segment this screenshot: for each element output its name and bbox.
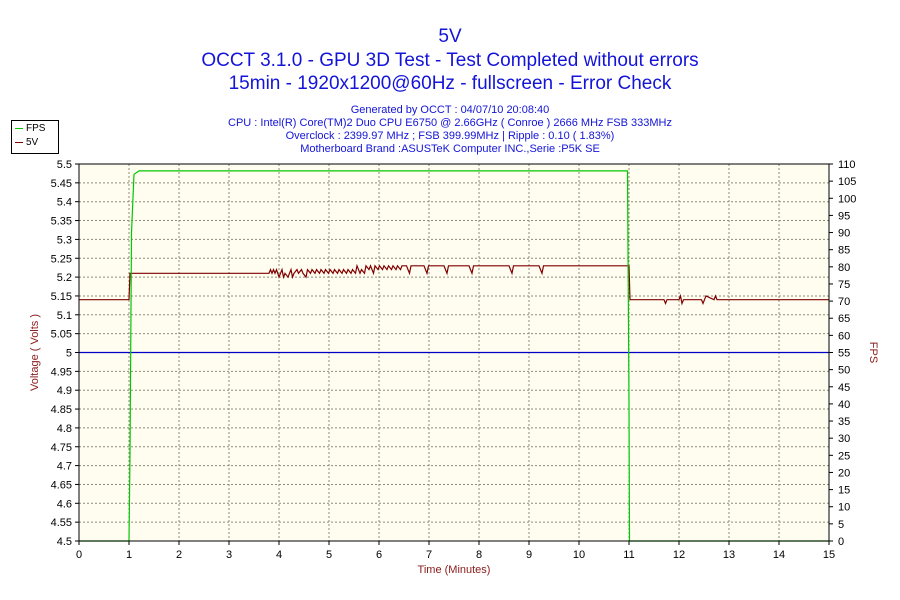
legend-label-5v: 5V	[26, 137, 39, 148]
y2-tick-label: 10	[838, 502, 850, 514]
y-tick-label: 4.75	[51, 442, 72, 454]
y2-tick-label: 110	[838, 159, 856, 171]
y-tick-label: 5.25	[51, 253, 72, 265]
y2-tick-label: 105	[838, 176, 856, 188]
y-tick-label: 5.45	[51, 178, 72, 190]
y2-tick-label: 40	[838, 399, 850, 411]
x-tick-label: 7	[426, 549, 432, 561]
y-tick-label: 5	[66, 348, 72, 360]
x-tick-label: 11	[623, 549, 634, 561]
info-cpu: CPU : Intel(R) Core(TM)2 Duo CPU E6750 @…	[228, 117, 672, 129]
plot-frame	[78, 163, 830, 542]
y2-tick-label: 65	[838, 313, 850, 325]
x-tick-label: 15	[823, 549, 835, 561]
x-tick-label: 12	[673, 549, 685, 561]
y2-tick-label: 60	[838, 330, 850, 342]
y-tick-label: 4.85	[51, 404, 72, 416]
x-tick-label: 9	[526, 549, 532, 561]
x-axis-label: Time (Minutes)	[418, 564, 491, 576]
y2-tick-label: 90	[838, 228, 850, 240]
y-tick-label: 5.4	[57, 197, 72, 209]
y-tick-label: 5.1	[57, 310, 72, 322]
y2-tick-label: 80	[838, 262, 850, 274]
y-tick-label: 5.2	[57, 272, 72, 284]
legend-label-fps: FPS	[26, 123, 46, 134]
y-tick-label: 4.55	[51, 517, 72, 529]
info-generated: Generated by OCCT : 04/07/10 20:08:40	[350, 104, 550, 116]
y2-tick-label: 75	[838, 279, 850, 291]
x-tick-label: 1	[126, 549, 132, 561]
y-axis-label: Voltage ( Volts )	[29, 314, 41, 391]
y-tick-label: 4.8	[57, 423, 72, 435]
y-tick-label: 4.6	[57, 498, 72, 510]
chart-subtitle-test: OCCT 3.1.0 - GPU 3D Test - Test Complete…	[201, 50, 699, 71]
y-tick-label: 5.05	[51, 329, 72, 341]
legend: FPS 5V	[11, 120, 59, 154]
y2-tick-label: 100	[838, 193, 856, 205]
legend-item-fps: FPS	[15, 123, 45, 135]
y-tick-label: 5.35	[51, 216, 72, 228]
y2-tick-label: 0	[838, 536, 844, 548]
y-tick-label: 4.95	[51, 366, 72, 378]
x-tick-label: 6	[376, 549, 382, 561]
info-overclock: Overclock : 2399.97 MHz ; FSB 399.99MHz …	[285, 130, 615, 142]
y2-tick-label: 85	[838, 245, 850, 257]
y-tick-label: 5.15	[51, 291, 72, 303]
x-tick-label: 2	[176, 549, 182, 561]
legend-swatch-5v	[15, 141, 23, 143]
series-line-5v	[79, 263, 829, 306]
x-tick-label: 3	[226, 549, 232, 561]
y-tick-label: 4.65	[51, 479, 72, 491]
y2-tick-label: 15	[838, 485, 850, 497]
y2-tick-label: 50	[838, 365, 850, 377]
y2-tick-label: 30	[838, 433, 850, 445]
x-tick-label: 4	[276, 549, 282, 561]
y2-tick-label: 20	[838, 467, 850, 479]
series-line-fps	[79, 170, 829, 542]
x-tick-label: 8	[476, 549, 482, 561]
y2-tick-label: 35	[838, 416, 850, 428]
x-tick-label: 5	[326, 549, 332, 561]
info-motherboard: Motherboard Brand :ASUSTeK Computer INC.…	[300, 143, 600, 155]
chart-subtitle-mode: 15min - 1920x1200@60Hz - fullscreen - Er…	[228, 73, 672, 94]
y2-axis-label: FPS	[867, 342, 879, 363]
chart-title: 5V	[438, 26, 462, 47]
y2-tick-label: 55	[838, 348, 850, 360]
x-tick-label: 13	[723, 549, 735, 561]
y-tick-label: 5.5	[57, 159, 72, 171]
y2-tick-label: 95	[838, 210, 850, 222]
x-tick-label: 10	[573, 549, 585, 561]
y2-tick-label: 45	[838, 382, 850, 394]
y2-tick-label: 70	[838, 296, 850, 308]
y-tick-label: 4.9	[57, 385, 72, 397]
legend-swatch-fps	[15, 127, 23, 129]
y2-tick-label: 5	[838, 519, 844, 531]
y2-tick-label: 25	[838, 450, 850, 462]
legend-item-5v: 5V	[15, 137, 38, 149]
y-tick-label: 4.7	[57, 461, 72, 473]
x-tick-label: 14	[773, 549, 785, 561]
y-tick-label: 4.5	[57, 536, 72, 548]
y-tick-label: 5.3	[57, 234, 72, 246]
x-tick-label: 0	[76, 549, 82, 561]
